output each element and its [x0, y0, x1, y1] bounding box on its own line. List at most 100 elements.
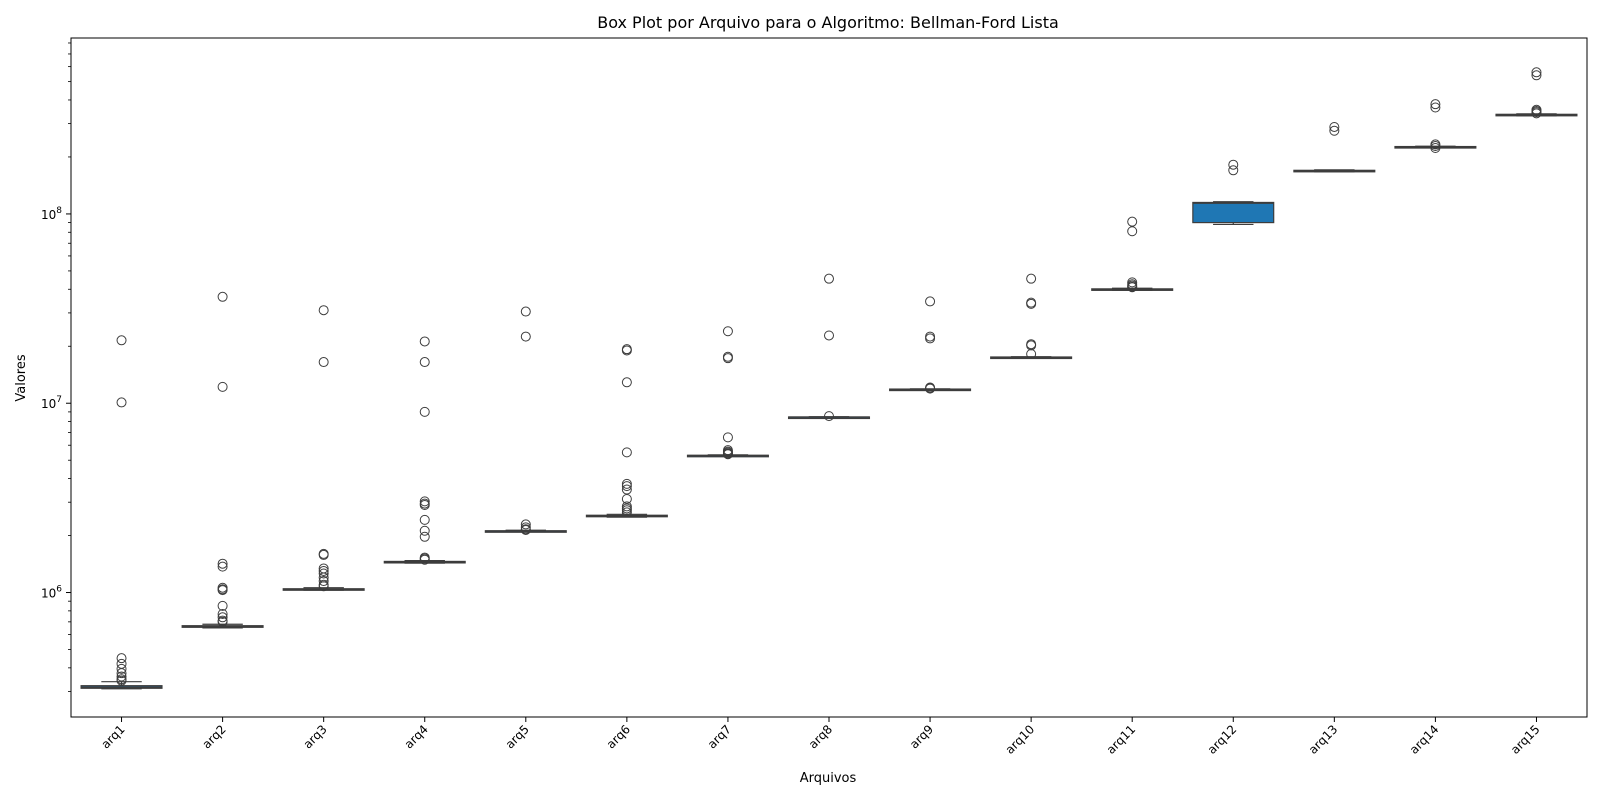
outlier-point: [1430, 143, 1441, 154]
outlier-point: [520, 306, 531, 317]
outlier-point: [318, 565, 329, 576]
outlier-point: [722, 326, 733, 337]
x-tick-label: arq1: [98, 722, 127, 751]
x-axis-label: Arquivos: [800, 771, 857, 786]
box-arq9: [889, 296, 972, 394]
outlier-point: [1228, 165, 1239, 176]
box-arq8: [787, 273, 871, 422]
boxes-layer: [80, 67, 1578, 690]
outlier-point: [824, 273, 834, 284]
outlier-point: [217, 600, 228, 611]
outlier-point: [520, 331, 531, 342]
x-tick-label: arq4: [402, 722, 431, 751]
box-arq1: [80, 335, 163, 690]
outlier-point: [116, 335, 127, 346]
x-tick-label: arq7: [705, 722, 734, 751]
box-arq5: [484, 306, 567, 535]
outlier-point: [217, 381, 228, 392]
outlier-point: [217, 585, 228, 596]
outlier-point: [722, 353, 733, 364]
box-arq3: [282, 305, 365, 592]
outlier-point: [925, 383, 936, 394]
plot-area-frame: [70, 37, 1588, 718]
outlier-point: [1026, 348, 1037, 359]
outlier-point: [217, 558, 228, 569]
outlier-point: [1531, 67, 1542, 78]
box-arq14: [1394, 99, 1477, 154]
outlier-point: [520, 519, 531, 530]
outlier-point: [116, 675, 127, 686]
box-body: [1192, 201, 1275, 224]
x-tick-label: arq14: [1407, 722, 1442, 757]
outlier-point: [1228, 159, 1239, 170]
outlier-point: [1531, 108, 1542, 119]
outlier-point: [1430, 99, 1441, 110]
outlier-point: [419, 499, 430, 510]
outlier-point: [116, 663, 127, 674]
x-tick-label: arq5: [503, 722, 532, 751]
outlier-point: [217, 291, 228, 302]
x-tick-label: arq10: [1003, 722, 1038, 757]
outlier-point: [217, 561, 228, 572]
outlier-point: [116, 668, 127, 679]
outlier-point: [318, 357, 329, 368]
x-tick-label: arq2: [199, 722, 228, 751]
box-arq4: [383, 336, 466, 565]
x-tick-label: arq3: [301, 722, 330, 751]
outlier-point: [621, 377, 632, 388]
outlier-point: [217, 616, 228, 627]
outlier-point: [824, 411, 834, 422]
outlier-point: [419, 514, 430, 525]
x-tick-label: arq8: [806, 722, 835, 751]
outlier-point: [1127, 216, 1138, 227]
box-arq12: [1192, 159, 1275, 226]
outlier-point: [419, 336, 430, 347]
x-tick-label: arq12: [1205, 722, 1240, 757]
box-arq2: [181, 291, 264, 629]
outlier-point: [621, 478, 632, 489]
x-axis: arq1 arq2 arq3 arq4 arq5 arq6 arq7 arq8 arq9 arq1…: [98, 717, 1543, 757]
outlier-point: [1026, 273, 1037, 284]
outlier-point: [116, 671, 127, 682]
outlier-point: [217, 612, 228, 623]
outlier-point: [722, 432, 733, 443]
outlier-point: [925, 296, 936, 307]
box-arq11: [1091, 216, 1174, 293]
outlier-point: [621, 481, 632, 492]
x-tick-label: arq15: [1508, 722, 1543, 757]
outlier-point: [1430, 102, 1441, 113]
outlier-point: [1127, 282, 1138, 293]
outlier-point: [116, 658, 127, 669]
outlier-point: [217, 609, 228, 620]
outlier-point: [621, 507, 632, 518]
box-arq7: [686, 326, 769, 460]
y-tick-label: 108: [41, 206, 62, 222]
outlier-point: [116, 397, 127, 408]
outlier-point: [318, 576, 329, 587]
outlier-point: [1329, 121, 1340, 132]
outlier-point: [116, 653, 127, 664]
outlier-point: [1026, 298, 1037, 309]
box-arq15: [1495, 67, 1578, 119]
outlier-point: [419, 406, 430, 417]
outlier-point: [925, 333, 936, 344]
outlier-point: [1329, 125, 1340, 136]
x-tick-label: arq11: [1104, 722, 1139, 757]
outlier-point: [621, 447, 632, 458]
x-tick-label: arq6: [604, 722, 633, 751]
outlier-point: [520, 524, 531, 535]
outlier-point: [419, 531, 430, 542]
x-tick-label: arq9: [907, 722, 936, 751]
outlier-point: [722, 449, 733, 460]
y-axis-label: Valores: [14, 354, 29, 401]
outlier-point: [1531, 70, 1542, 81]
y-tick-label: 106: [41, 585, 62, 601]
outlier-point: [318, 568, 329, 579]
y-tick-label: 107: [41, 395, 62, 411]
chart-title: Box Plot por Arquivo para o Algoritmo: B…: [597, 13, 1059, 32]
outlier-point: [318, 549, 329, 560]
outlier-point: [419, 496, 430, 507]
y-axis: 106 107 108: [41, 42, 71, 692]
outlier-point: [318, 581, 329, 592]
